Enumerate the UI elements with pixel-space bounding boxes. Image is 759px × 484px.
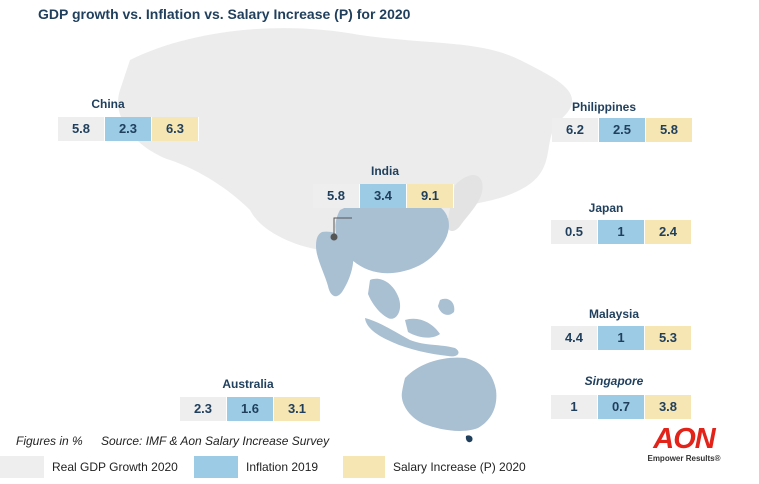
value-cell-india-salary: 9.1 — [407, 184, 454, 208]
land-indonesia — [365, 318, 459, 357]
value-cell-singapore-inflation: 0.7 — [598, 395, 645, 419]
country-label-australia: Australia — [222, 377, 274, 391]
country-values-philippines: 6.2 2.5 5.8 — [552, 118, 693, 142]
legend-label-salary: Salary Increase (P) 2020 — [393, 460, 526, 474]
country-label-malaysia: Malaysia — [588, 307, 640, 321]
value-cell-malaysia-gdp: 4.4 — [551, 326, 598, 350]
value-cell-singapore-gdp: 1 — [551, 395, 598, 419]
logo-tagline: Empower Results® — [647, 454, 721, 463]
country-values-india: 5.8 3.4 9.1 — [313, 184, 454, 208]
country-label-philippines: Philippines — [571, 100, 637, 114]
legend-label-gdp: Real GDP Growth 2020 — [52, 460, 178, 474]
legend-swatch-salary — [343, 456, 385, 478]
country-values-china: 5.8 2.3 6.3 — [58, 117, 199, 141]
legend-label-inflation: Inflation 2019 — [246, 460, 319, 474]
value-cell-india-inflation: 3.4 — [360, 184, 407, 208]
country-values-japan: 0.5 1 2.4 — [551, 220, 692, 244]
country-values-malaysia: 4.4 1 5.3 — [551, 326, 692, 350]
land-india — [316, 231, 354, 297]
country-label-india: India — [370, 164, 400, 178]
land-china — [335, 198, 449, 274]
value-cell-malaysia-salary: 5.3 — [645, 326, 692, 350]
value-cell-singapore-salary: 3.8 — [645, 395, 692, 419]
land-korea-japan — [446, 174, 483, 232]
value-cell-malaysia-inflation: 1 — [598, 326, 645, 350]
value-cell-china-inflation: 2.3 — [105, 117, 152, 141]
value-cell-japan-gdp: 0.5 — [551, 220, 598, 244]
value-cell-philippines-inflation: 2.5 — [599, 118, 646, 142]
land-australia — [401, 357, 497, 431]
value-cell-china-salary: 6.3 — [152, 117, 199, 141]
india-connector — [333, 217, 352, 236]
country-values-australia: 2.3 1.6 3.1 — [180, 397, 321, 421]
country-label-japan: Japan — [588, 201, 624, 215]
country-label-singapore: Singapore — [584, 374, 644, 388]
value-cell-japan-inflation: 1 — [598, 220, 645, 244]
source-note: Source: IMF & Aon Salary Increase Survey — [101, 434, 330, 448]
logo-wordmark: AON — [653, 423, 715, 455]
value-cell-china-gdp: 5.8 — [58, 117, 105, 141]
chart-title: GDP growth vs. Inflation vs. Salary Incr… — [38, 6, 411, 22]
units-note: Figures in % — [16, 434, 83, 448]
value-cell-australia-inflation: 1.6 — [227, 397, 274, 421]
value-cell-australia-salary: 3.1 — [274, 397, 321, 421]
value-cell-australia-gdp: 2.3 — [180, 397, 227, 421]
legend-swatch-gdp — [0, 456, 44, 478]
value-cell-philippines-gdp: 6.2 — [552, 118, 599, 142]
india-marker — [330, 233, 338, 241]
land-southeast-asia — [368, 278, 455, 338]
country-values-singapore: 1 0.7 3.8 — [551, 395, 692, 419]
land-tasmania — [465, 435, 473, 443]
value-cell-india-gdp: 5.8 — [313, 184, 360, 208]
legend-swatch-inflation — [194, 456, 238, 478]
country-label-china: China — [91, 97, 125, 111]
aon-logo: AON Empower Results® — [644, 424, 724, 464]
value-cell-philippines-salary: 5.8 — [646, 118, 693, 142]
value-cell-japan-salary: 2.4 — [645, 220, 692, 244]
